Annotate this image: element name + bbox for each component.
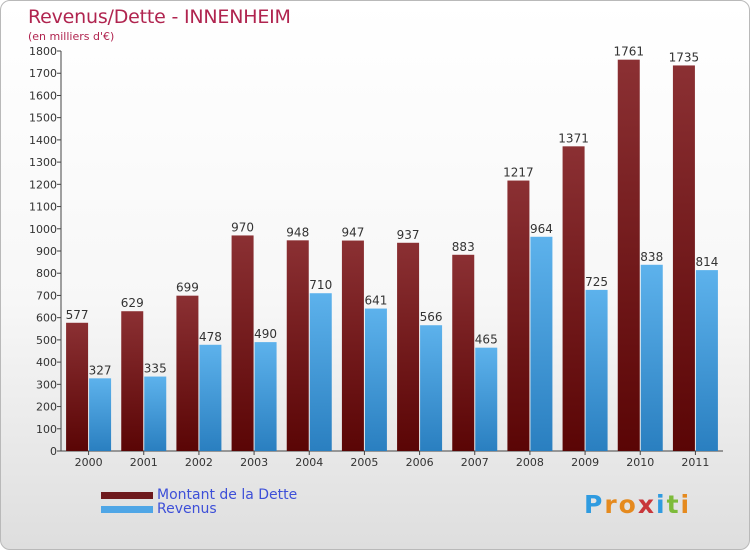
data-label-revenus: 838 xyxy=(640,250,663,264)
x-tick-label: 2005 xyxy=(350,456,378,469)
data-label-dette: 1371 xyxy=(558,131,589,145)
bar-revenus xyxy=(199,344,222,451)
y-tick-label: 1700 xyxy=(29,67,57,80)
y-tick-label: 1600 xyxy=(29,89,57,102)
bar-revenus xyxy=(585,289,608,451)
data-label-revenus: 465 xyxy=(475,333,498,347)
data-label-revenus: 478 xyxy=(199,330,222,344)
x-tick-label: 2000 xyxy=(75,456,103,469)
bar-revenus xyxy=(144,376,167,451)
bar-dette xyxy=(672,65,695,451)
x-tick-label: 2011 xyxy=(681,456,709,469)
bar-dette xyxy=(341,240,364,451)
data-label-revenus: 335 xyxy=(144,362,167,376)
bar-dette xyxy=(617,59,640,452)
y-tick-label: 500 xyxy=(36,334,57,347)
bar-revenus xyxy=(695,270,718,451)
data-label-revenus: 964 xyxy=(530,222,553,236)
data-label-dette: 970 xyxy=(231,220,254,234)
data-label-revenus: 566 xyxy=(420,310,443,324)
data-label-revenus: 641 xyxy=(364,294,387,308)
data-label-dette: 947 xyxy=(341,226,364,240)
y-tick-label: 800 xyxy=(36,267,57,280)
data-label-dette: 948 xyxy=(286,225,309,239)
bar-dette xyxy=(452,254,475,451)
data-label-dette: 1217 xyxy=(503,166,534,180)
chart-title: Revenus/Dette - INNENHEIM xyxy=(28,6,291,28)
data-label-revenus: 725 xyxy=(585,275,608,289)
data-label-dette: 1761 xyxy=(613,45,644,59)
data-label-dette: 1735 xyxy=(669,50,700,64)
y-tick-label: 1100 xyxy=(29,201,57,214)
logo-letter: i xyxy=(656,490,667,519)
y-tick-label: 300 xyxy=(36,378,57,391)
bar-dette xyxy=(507,180,530,452)
x-tick-label: 2010 xyxy=(626,456,654,469)
y-tick-label: 1800 xyxy=(29,45,57,58)
data-label-dette: 937 xyxy=(397,228,420,242)
bar-dette xyxy=(397,242,420,451)
data-label-revenus: 327 xyxy=(89,363,112,377)
y-tick-label: 1000 xyxy=(29,223,57,236)
data-label-dette: 699 xyxy=(176,281,199,295)
x-tick-label: 2003 xyxy=(240,456,268,469)
legend-label-revenus: Revenus xyxy=(157,501,217,517)
y-tick-label: 0 xyxy=(50,445,57,458)
proxiti-logo: Proxiti xyxy=(584,490,691,519)
bar-dette xyxy=(121,311,144,451)
y-tick-label: 1200 xyxy=(29,178,57,191)
bar-dette xyxy=(562,146,585,452)
data-label-revenus: 814 xyxy=(695,255,718,269)
x-tick-label: 2006 xyxy=(406,456,434,469)
y-tick-label: 600 xyxy=(36,312,57,325)
y-tick-label: 900 xyxy=(36,245,57,258)
logo-letter: P xyxy=(584,490,605,519)
bar-revenus xyxy=(89,378,112,451)
y-tick-label: 400 xyxy=(36,356,57,369)
logo-letter: x xyxy=(637,490,656,519)
logo-letter: r xyxy=(604,490,619,519)
x-tick-label: 2009 xyxy=(571,456,599,469)
data-label-revenus: 490 xyxy=(254,327,277,341)
legend-swatch-dette xyxy=(101,492,153,499)
data-label-dette: 577 xyxy=(66,308,89,322)
y-tick-label: 1500 xyxy=(29,112,57,125)
bar-dette xyxy=(176,295,199,451)
bar-revenus xyxy=(364,308,387,451)
y-tick-label: 100 xyxy=(36,423,57,436)
bar-revenus xyxy=(420,325,443,451)
data-label-revenus: 710 xyxy=(309,278,332,292)
data-label-dette: 883 xyxy=(452,240,475,254)
bar-revenus xyxy=(254,342,277,451)
y-tick-label: 200 xyxy=(36,401,57,414)
legend-label-dette: Montant de la Dette xyxy=(157,487,298,503)
x-tick-label: 2001 xyxy=(130,456,158,469)
logo-letter: o xyxy=(618,490,638,519)
chart-subtitle: (en milliers d'€) xyxy=(28,30,115,43)
logo-letter: i xyxy=(680,490,692,519)
bar-dette xyxy=(66,322,89,451)
bar-revenus xyxy=(640,264,663,451)
y-tick-label: 1300 xyxy=(29,156,57,169)
bar-revenus xyxy=(309,293,332,451)
y-tick-label: 1400 xyxy=(29,134,57,147)
y-tick-label: 700 xyxy=(36,289,57,302)
x-tick-label: 2004 xyxy=(295,456,323,469)
legend-swatch-revenus xyxy=(101,506,153,513)
bar-revenus xyxy=(530,236,553,451)
bar-dette xyxy=(286,240,309,451)
x-tick-label: 2007 xyxy=(461,456,489,469)
x-tick-label: 2002 xyxy=(185,456,213,469)
data-label-dette: 629 xyxy=(121,296,144,310)
bar-revenus xyxy=(475,347,498,451)
bar-dette xyxy=(231,235,254,451)
x-tick-label: 2008 xyxy=(516,456,544,469)
logo-letter: t xyxy=(666,490,681,519)
